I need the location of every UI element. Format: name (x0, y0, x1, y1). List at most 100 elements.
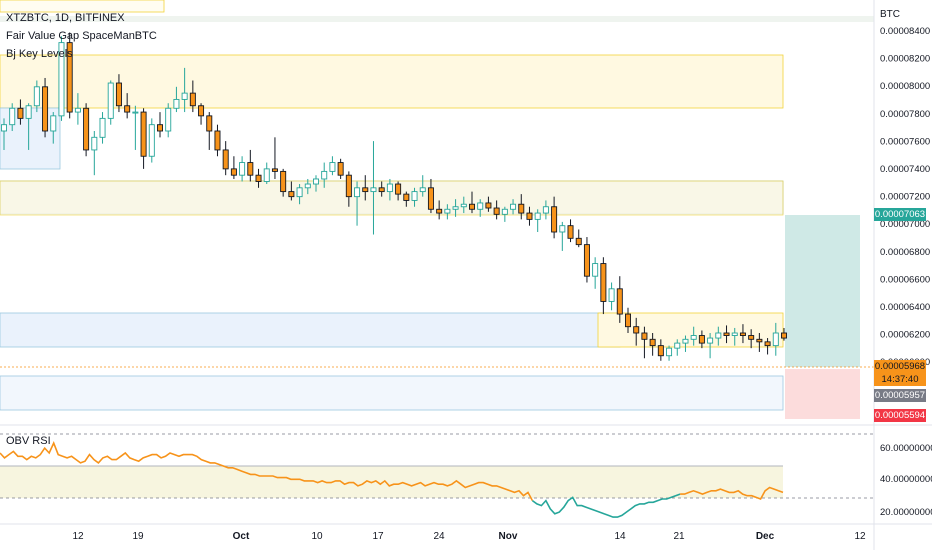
candle (239, 156, 246, 182)
bar-countdown-tag: 14:37:40 (874, 373, 926, 386)
candle-body (460, 203, 467, 208)
candle-body (510, 203, 517, 210)
obv-rsi-segment (531, 493, 681, 518)
oscillator-tick-label: 20.00000000 (880, 507, 932, 518)
take-profit-price-tag: 0.00007063 (874, 208, 926, 221)
candle (641, 326, 648, 359)
candle-body (731, 332, 738, 336)
candle (222, 141, 229, 176)
candle-body (419, 187, 426, 193)
candle (91, 131, 98, 176)
candle-body (263, 168, 270, 182)
candle-body (772, 332, 779, 347)
candle-body (50, 115, 57, 132)
price-tick-label: 0.00007800 (880, 109, 930, 120)
obv-rsi-line (0, 441, 784, 518)
oscillator-title[interactable]: OBV RSI (6, 435, 51, 447)
fvg-zone-blue-3 (0, 312, 621, 348)
candle-body (17, 107, 24, 119)
candle (666, 345, 673, 361)
candle-body (649, 338, 656, 347)
candle-body (354, 187, 361, 198)
candle-body (296, 187, 303, 198)
candle-body (148, 124, 155, 157)
symbol-title[interactable]: XTZBTC, 1D, BITFINEX (6, 12, 125, 24)
candle-body (600, 263, 607, 302)
candle (411, 187, 418, 207)
candle-body (42, 86, 49, 132)
candle (395, 181, 402, 201)
oscillator-axis-ticks: 60.00000000 40.00000000 20.00000000 (880, 443, 932, 518)
candle (378, 181, 385, 197)
candle (345, 171, 352, 207)
candle-body (329, 162, 336, 172)
candle-body (99, 117, 106, 138)
price-tick-label: 0.00007000 (880, 219, 930, 230)
candle (198, 103, 205, 125)
price-tick-label: 0.00006800 (880, 247, 930, 258)
candle-body (107, 82, 114, 119)
candle-body (115, 82, 122, 107)
candle (772, 322, 779, 356)
candle-body (9, 107, 16, 126)
candle-body (198, 105, 205, 117)
candle-body (641, 332, 648, 340)
stop-loss-zone[interactable] (785, 369, 860, 419)
candle-body (723, 332, 730, 336)
price-tick-label: 0.00007200 (880, 192, 930, 203)
candle (329, 156, 336, 176)
risk-reward-tool[interactable] (785, 215, 860, 419)
candle-body (477, 202, 484, 210)
candle (107, 80, 114, 125)
candle-body (1, 124, 7, 132)
candle (9, 103, 16, 131)
candle (501, 206, 508, 222)
candle-body (739, 332, 746, 336)
candle-body (33, 86, 40, 107)
candle (403, 191, 410, 207)
candle-body (444, 208, 451, 214)
price-axis-ticks: 0.00008400 0.00008200 0.00008000 0.00007800… (880, 26, 930, 368)
price-tick-label: 0.00007400 (880, 164, 930, 175)
candle (321, 162, 328, 188)
take-profit-zone[interactable] (785, 215, 860, 367)
candle-body (526, 212, 533, 220)
candle-body (501, 208, 508, 215)
candle (206, 112, 213, 150)
candle-body (682, 338, 689, 344)
candle (296, 184, 303, 205)
candle (189, 80, 196, 113)
indicator-label-key-levels[interactable]: Bj Key Levels (6, 48, 73, 60)
candle-body (674, 342, 681, 349)
candle-body (321, 170, 328, 180)
candle (485, 196, 492, 212)
candle-body (748, 335, 755, 340)
candle (58, 36, 65, 121)
candle (444, 204, 451, 220)
indicator-label-fvg[interactable]: Fair Value Gap SpaceManBTC (6, 30, 157, 42)
candle (132, 105, 139, 150)
candle (214, 124, 221, 157)
candle-body (247, 162, 254, 176)
candle (313, 175, 319, 192)
candle (50, 112, 57, 144)
candle-body (362, 187, 369, 193)
candle-body (427, 187, 434, 210)
time-tick-label: 12 (854, 531, 866, 542)
candle-body (493, 207, 500, 215)
candle-body (83, 107, 90, 151)
candle-body (386, 183, 393, 193)
candle-body (370, 187, 377, 193)
candle (173, 86, 180, 113)
candle-body (157, 124, 163, 132)
entry-price-tag: 0.00005957 (874, 389, 926, 402)
time-tick-label: 17 (372, 531, 384, 542)
candle (99, 112, 106, 144)
last-price-tag: 0.00005968 (874, 360, 926, 373)
candle-body (403, 193, 410, 201)
candle-body (534, 212, 541, 220)
candle (370, 141, 377, 235)
candle-body (132, 111, 139, 114)
candle (452, 199, 459, 217)
